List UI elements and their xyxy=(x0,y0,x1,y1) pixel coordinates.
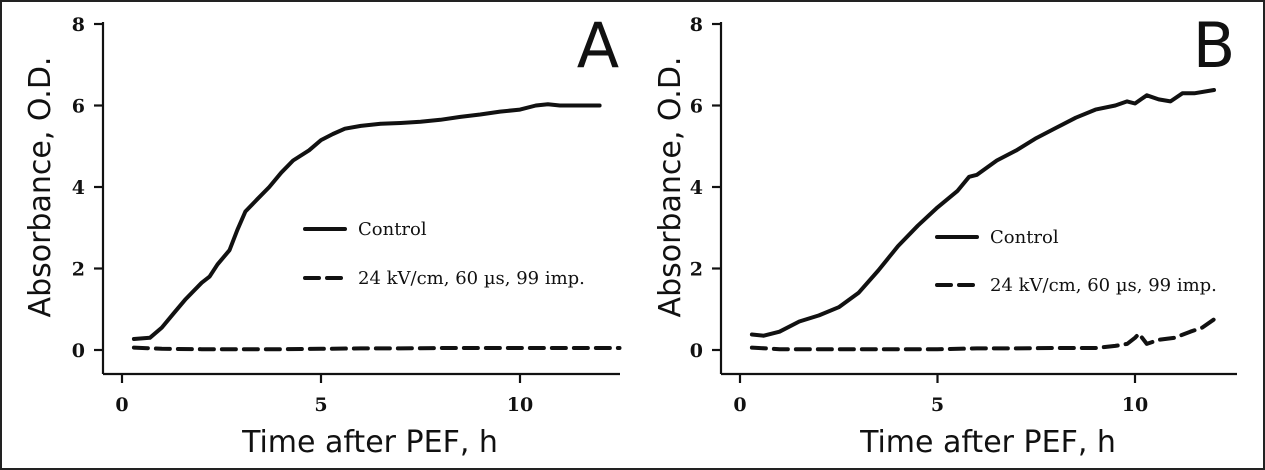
x-tick-label: 10 xyxy=(507,394,533,416)
series-line-control xyxy=(749,88,1216,338)
y-tick-label: 0 xyxy=(72,340,85,362)
legend: Control 24 kV/cm, 60 µs, 99 imp. xyxy=(935,227,1217,296)
y-tick-label: 2 xyxy=(690,259,703,281)
y-tick-label: 2 xyxy=(72,259,85,281)
panel-letter: A xyxy=(577,9,619,82)
legend-label: 24 kV/cm, 60 µs, 99 imp. xyxy=(358,268,585,289)
panel-letter: B xyxy=(1193,9,1236,82)
x-tick-label: 0 xyxy=(733,394,746,416)
y-axis-title: Absorbance, O.D. xyxy=(653,57,688,318)
series-line-treated xyxy=(749,317,1216,352)
legend: Control 24 kV/cm, 60 µs, 99 imp. xyxy=(303,219,585,289)
y-tick-label: 8 xyxy=(72,14,85,36)
legend-label: Control xyxy=(990,227,1059,248)
y-tick-label: 4 xyxy=(72,177,85,199)
y-tick-label: 6 xyxy=(72,96,85,118)
x-tick-label: 10 xyxy=(1122,394,1148,416)
x-tick-label: 0 xyxy=(115,394,128,416)
series-line-control xyxy=(131,102,602,341)
y-tick-label: 6 xyxy=(690,96,703,118)
y-tick-label: 8 xyxy=(690,14,703,36)
x-tick-label: 5 xyxy=(931,394,944,416)
x-tick-label: 5 xyxy=(314,394,327,416)
series-line-treated xyxy=(131,345,622,352)
legend-label: 24 kV/cm, 60 µs, 99 imp. xyxy=(990,275,1217,296)
panel-b: 0 2 4 6 8 0 5 10 Time after PEF, h Absorbance, O.… xyxy=(653,9,1237,460)
x-axis-title: Time after PEF, h xyxy=(241,425,498,460)
y-axis-title: Absorbance, O.D. xyxy=(23,57,58,318)
y-tick-label: 4 xyxy=(690,177,703,199)
panel-a: 0 2 4 6 8 0 5 10 Time after PEF, h Absorbance, O.… xyxy=(23,9,622,460)
legend-label: Control xyxy=(358,219,427,240)
y-tick-label: 0 xyxy=(690,340,703,362)
x-axis-title: Time after PEF, h xyxy=(859,425,1116,460)
